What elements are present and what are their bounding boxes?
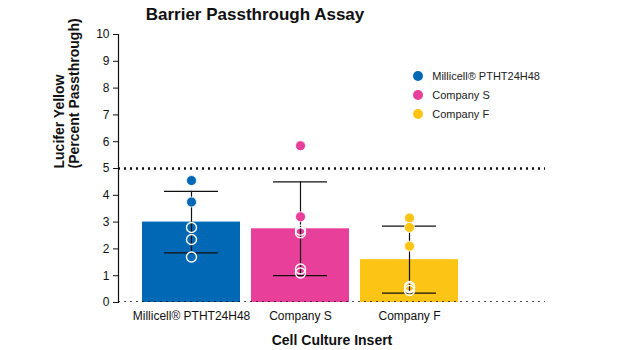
svg-text:7: 7: [103, 108, 110, 122]
html-text:Company S: Company S: [432, 88, 490, 101]
svg-text:2: 2: [103, 242, 110, 256]
svg-text:3: 3: [103, 215, 110, 229]
svg-text:Cell Culture Insert: Cell Culture Insert: [272, 332, 393, 348]
svg-text:Lucifer Yellow(Percent Passthr: Lucifer Yellow(Percent Passthrough): [51, 18, 82, 168]
svg-text:Company F: Company F: [378, 309, 440, 323]
svg-text:5: 5: [103, 161, 110, 175]
svg-text:Millicell® PTHT24H48: Millicell® PTHT24H48: [133, 309, 251, 323]
svg-text:10: 10: [96, 27, 110, 41]
svg-text:9: 9: [103, 54, 110, 68]
html-text:Millicell® PTHT24H48: Millicell® PTHT24H48: [432, 69, 540, 82]
html-text:Company F: Company F: [432, 107, 490, 120]
svg-text:8: 8: [103, 81, 110, 95]
svg-text:6: 6: [103, 135, 110, 149]
svg-text:Company S: Company S: [269, 309, 332, 323]
svg-text:0: 0: [103, 295, 110, 309]
svg-text:1: 1: [103, 269, 110, 283]
html-text:Barrier Passthrough Assay: Barrier Passthrough Assay: [145, 5, 365, 24]
svg-text:4: 4: [103, 188, 110, 202]
